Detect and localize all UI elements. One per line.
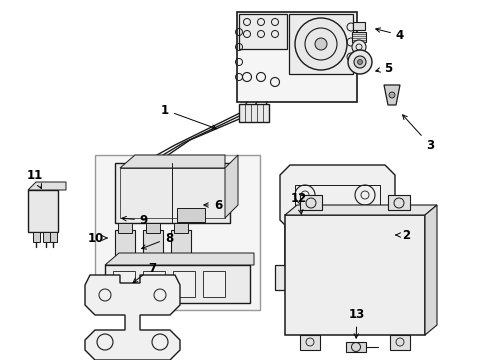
Text: 5: 5 [375, 62, 391, 75]
Polygon shape [285, 205, 436, 215]
Circle shape [357, 59, 362, 64]
Circle shape [347, 50, 371, 74]
Bar [174, 223, 187, 233]
Polygon shape [274, 265, 399, 290]
Circle shape [351, 40, 365, 54]
Bar [299, 335, 319, 350]
Text: 13: 13 [348, 309, 365, 338]
Circle shape [314, 38, 326, 50]
Bar [352, 22, 364, 30]
Text: 6: 6 [203, 198, 222, 212]
Circle shape [294, 18, 346, 70]
Bar [115, 163, 229, 223]
Bar [387, 195, 409, 210]
Bar [294, 185, 379, 250]
Polygon shape [383, 85, 399, 105]
Bar [118, 168, 143, 183]
Polygon shape [105, 253, 253, 265]
Bar [173, 271, 195, 297]
Polygon shape [28, 182, 66, 190]
Text: 3: 3 [402, 115, 433, 152]
Text: 10: 10 [88, 231, 107, 244]
Text: 2: 2 [395, 229, 409, 242]
Text: 9: 9 [122, 213, 148, 226]
Bar [118, 223, 132, 233]
Bar [142, 271, 164, 297]
Bar [105, 265, 249, 303]
Bar [237, 12, 356, 102]
Circle shape [388, 92, 394, 98]
Bar [351, 32, 365, 42]
Text: 1: 1 [161, 104, 216, 129]
Text: 4: 4 [375, 28, 403, 41]
Bar [142, 230, 163, 258]
Polygon shape [224, 155, 238, 218]
Bar [285, 215, 424, 335]
Polygon shape [280, 165, 394, 280]
Bar [239, 14, 286, 49]
Bar [177, 208, 204, 222]
Text: 7: 7 [133, 261, 156, 283]
Text: 12: 12 [290, 192, 306, 214]
Bar [299, 195, 321, 210]
Bar [113, 271, 135, 297]
Bar [115, 230, 135, 258]
Bar [239, 104, 268, 122]
Bar [146, 223, 160, 233]
Bar [203, 271, 224, 297]
Bar [33, 232, 40, 242]
Bar [28, 190, 58, 232]
Bar [50, 232, 57, 242]
Bar [389, 335, 409, 350]
Bar [146, 258, 160, 266]
Text: 11: 11 [27, 168, 43, 189]
Bar [43, 232, 50, 242]
Bar [95, 155, 260, 310]
Text: 8: 8 [142, 231, 173, 249]
Circle shape [353, 56, 365, 68]
Polygon shape [424, 205, 436, 335]
Bar [174, 258, 187, 266]
Bar [120, 168, 224, 218]
Bar [171, 230, 191, 258]
Bar [118, 258, 132, 266]
Bar [288, 14, 352, 74]
Bar [346, 342, 365, 352]
Polygon shape [85, 275, 180, 360]
Polygon shape [120, 155, 224, 168]
Bar [100, 277, 112, 297]
